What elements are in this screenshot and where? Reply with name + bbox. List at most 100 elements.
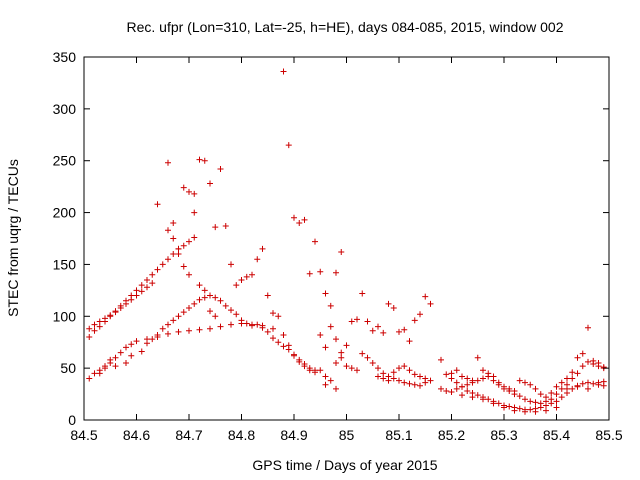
- data-point: [453, 367, 460, 374]
- data-point: [123, 344, 129, 351]
- data-point: [459, 373, 465, 380]
- data-point: [133, 287, 140, 294]
- x-tick-label: 85.4: [543, 427, 570, 443]
- x-tick-label: 84.8: [228, 427, 255, 443]
- data-point: [401, 326, 408, 333]
- data-point: [448, 375, 455, 382]
- data-point: [228, 321, 234, 328]
- data-point: [123, 359, 129, 366]
- data-point: [543, 407, 549, 414]
- data-point: [348, 318, 355, 325]
- data-point: [417, 382, 423, 389]
- data-point: [317, 331, 324, 338]
- data-point: [133, 338, 140, 345]
- data-point: [495, 379, 502, 386]
- data-point: [338, 248, 345, 255]
- data-point: [128, 296, 135, 303]
- data-point: [180, 184, 187, 191]
- data-point: [322, 373, 329, 380]
- data-point: [312, 367, 318, 374]
- data-point: [579, 380, 586, 387]
- data-point: [123, 300, 129, 307]
- data-point: [259, 324, 266, 331]
- data-point: [390, 369, 397, 376]
- data-point: [600, 378, 607, 385]
- data-point: [333, 359, 339, 366]
- data-point: [322, 290, 329, 297]
- data-point: [233, 311, 240, 318]
- data-point: [212, 313, 219, 320]
- data-point: [569, 375, 576, 382]
- data-point: [301, 360, 308, 367]
- data-point: [296, 219, 303, 226]
- data-point: [411, 371, 418, 378]
- data-point: [228, 307, 234, 314]
- data-point: [338, 354, 345, 361]
- x-tick-label: 85.1: [385, 427, 412, 443]
- data-point: [537, 404, 544, 411]
- data-point: [474, 354, 481, 361]
- data-point: [406, 380, 413, 387]
- data-point: [201, 294, 208, 301]
- data-point: [390, 375, 397, 382]
- data-point: [564, 375, 570, 382]
- data-point: [222, 223, 229, 230]
- data-point: [96, 318, 103, 325]
- data-point: [590, 357, 597, 364]
- data-point: [574, 383, 581, 390]
- data-point: [522, 379, 528, 386]
- data-point: [112, 354, 119, 361]
- data-point: [291, 351, 297, 358]
- data-point: [354, 367, 360, 374]
- data-point: [296, 356, 303, 363]
- x-tick-label: 85.3: [490, 427, 517, 443]
- data-point: [569, 385, 576, 392]
- data-point: [527, 398, 534, 405]
- data-point: [553, 383, 560, 390]
- data-point: [264, 328, 271, 335]
- data-point: [170, 251, 177, 258]
- data-point: [327, 377, 334, 384]
- data-point: [86, 325, 93, 332]
- data-point: [264, 292, 271, 299]
- data-point: [180, 263, 187, 270]
- data-point: [175, 313, 182, 320]
- data-point: [207, 180, 213, 187]
- data-point: [485, 396, 492, 403]
- data-point: [427, 300, 434, 307]
- data-point: [490, 400, 497, 407]
- data-point: [191, 300, 198, 307]
- data-point: [102, 365, 108, 372]
- data-point: [522, 408, 528, 415]
- data-point: [485, 370, 492, 377]
- data-point: [217, 323, 224, 330]
- data-point: [522, 396, 528, 403]
- data-point: [107, 312, 114, 319]
- data-point: [480, 367, 486, 374]
- data-point: [165, 227, 171, 234]
- data-point: [574, 370, 581, 377]
- data-point: [558, 385, 565, 392]
- data-point: [170, 219, 177, 226]
- data-point: [301, 216, 308, 223]
- data-point: [149, 336, 156, 343]
- data-point: [401, 363, 408, 370]
- data-point: [569, 369, 576, 376]
- data-point: [165, 159, 171, 166]
- data-point: [469, 377, 476, 384]
- data-point: [285, 142, 292, 149]
- data-point: [138, 288, 145, 295]
- x-axis-label: GPS time / Days of year 2015: [252, 457, 437, 473]
- data-point: [112, 309, 119, 316]
- data-point: [217, 166, 224, 173]
- data-point: [511, 407, 518, 414]
- data-point: [317, 367, 324, 374]
- y-axis-label: STEC from uqrg / TECUs: [5, 159, 21, 317]
- data-point: [233, 282, 240, 289]
- data-point: [144, 284, 150, 291]
- data-point: [327, 302, 334, 309]
- data-point: [138, 282, 145, 289]
- x-tick-label: 85: [339, 427, 355, 443]
- data-point: [448, 388, 455, 395]
- data-point: [385, 300, 392, 307]
